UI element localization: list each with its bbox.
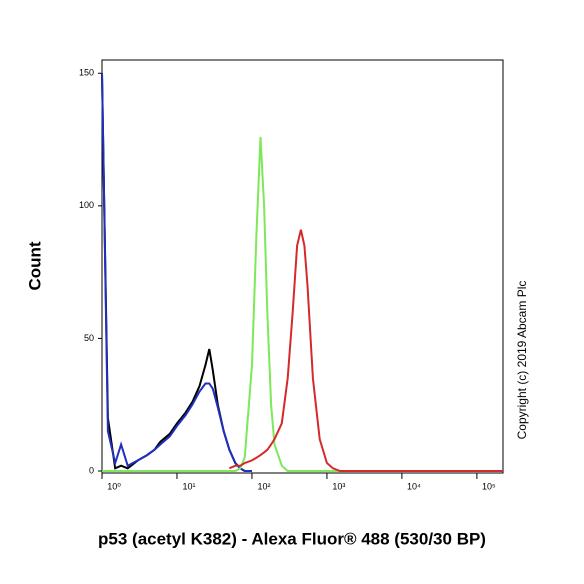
x-tick-label: 10⁵ [482, 481, 496, 491]
x-tick-label: 10¹ [182, 481, 195, 491]
y-axis-label: Count [25, 241, 44, 290]
series-line [102, 136, 503, 472]
copyright: Copyright (c) 2019 Abcam Plc [515, 281, 529, 440]
y-tick-label: 0 [89, 465, 94, 475]
plot-frame [101, 59, 504, 474]
y-tick-label: 100 [79, 200, 94, 210]
x-tick-label: 10² [257, 481, 270, 491]
y-tick-label: 50 [84, 333, 94, 343]
x-tick-label: 10³ [332, 481, 345, 491]
x-axis-label: p53 (acetyl K382) - Alexa Fluor® 488 (53… [98, 529, 486, 548]
x-tick-label: 10⁴ [407, 481, 421, 491]
series-line [101, 73, 252, 472]
series-line [101, 73, 252, 472]
x-tick-label: 10⁰ [107, 481, 121, 491]
y-tick-label: 150 [79, 68, 94, 78]
series-line [228, 229, 503, 472]
